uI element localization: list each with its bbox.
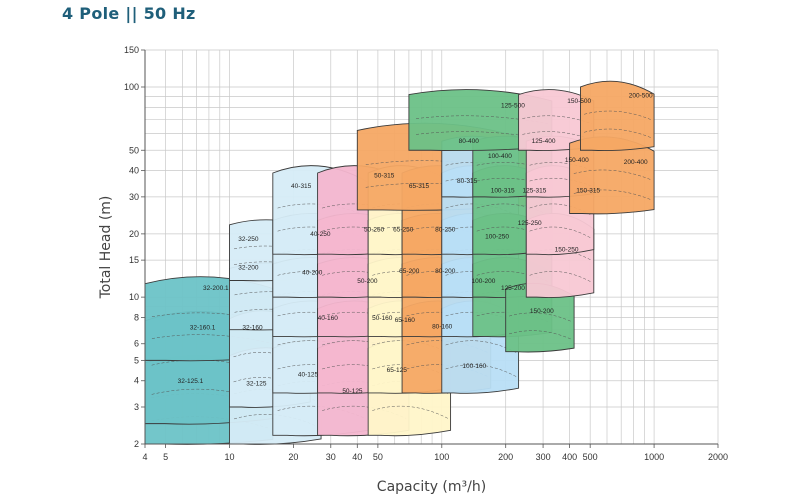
zone-label: 50-200 — [357, 278, 378, 285]
y-tick-label: 4 — [134, 376, 139, 386]
zone-label: 65-160 — [395, 317, 416, 324]
efficiency-curve — [233, 377, 308, 391]
y-tick-label: 150 — [124, 45, 139, 55]
zone-label: 150-200 — [530, 308, 554, 315]
y-tick-label: 2 — [134, 439, 139, 449]
efficiency-curve — [522, 115, 592, 124]
efficiency-curve — [233, 352, 308, 366]
y-axis-label: Total Head (m) — [98, 196, 114, 300]
y-tick-label: 15 — [129, 255, 139, 265]
zone-label: 32-200 — [238, 265, 259, 272]
zone-label: 100-315 — [491, 187, 515, 194]
y-tick-label: 20 — [129, 229, 139, 239]
zone-label: 100-160 — [462, 363, 486, 370]
zone-label: 40-125 — [298, 371, 319, 378]
x-tick-label: 200 — [498, 452, 513, 462]
zone-label: 32-125 — [246, 380, 267, 387]
x-tick-label: 300 — [536, 452, 551, 462]
zone-label: 150-315 — [576, 187, 600, 194]
zone-label: 200-400 — [624, 159, 648, 166]
zone-label: 200-500 — [629, 93, 653, 100]
zone-label: 65-125 — [387, 367, 408, 374]
zone-label: 65-315 — [409, 183, 430, 190]
y-tick-label: 6 — [134, 339, 139, 349]
efficiency-curve — [573, 169, 652, 181]
zone-label: 125-250 — [518, 220, 542, 227]
zone-label: 40-200 — [302, 270, 323, 277]
y-tick-label: 50 — [129, 145, 139, 155]
efficiency-curve — [584, 128, 652, 139]
zone-label: 65-250 — [393, 227, 414, 234]
y-tick-label: 8 — [134, 312, 139, 322]
x-tick-label: 50 — [373, 452, 383, 462]
zone-label: 100-250 — [485, 234, 509, 241]
efficiency-curve — [509, 330, 573, 340]
zone-label: 125-315 — [523, 187, 547, 194]
x-tick-label: 2000 — [708, 452, 728, 462]
zone-label: 80-315 — [457, 178, 478, 185]
chart-title: 4 Pole || 50 Hz — [62, 4, 196, 23]
zone-label: 40-250 — [310, 231, 331, 238]
zone-label: 80-250 — [435, 227, 456, 234]
zone-label: 150-500 — [567, 98, 591, 105]
y-tick-label: 100 — [124, 82, 139, 92]
x-tick-label: 20 — [288, 452, 298, 462]
zone-label: 32-125.1 — [178, 378, 204, 385]
efficiency-curve — [529, 203, 592, 216]
x-axis-label: Capacity (m³/h) — [377, 479, 486, 495]
efficiency-curve — [529, 271, 592, 283]
x-tick-label: 40 — [352, 452, 362, 462]
zone-label: 125-200 — [501, 285, 525, 292]
y-tick-label: 3 — [134, 402, 139, 412]
zone-label: 80-400 — [459, 138, 480, 145]
y-tick-label: 10 — [129, 292, 139, 302]
x-tick-label: 5 — [163, 452, 168, 462]
x-tick-label: 4 — [142, 452, 147, 462]
efficiency-curve — [573, 189, 652, 201]
zone-label: 32-160 — [242, 325, 263, 332]
y-tick-label: 5 — [134, 355, 139, 365]
zone-label: 150-400 — [565, 157, 589, 164]
zone-label: 32-160.1 — [190, 325, 216, 332]
zone-label: 50-250 — [364, 227, 385, 234]
x-tick-label: 10 — [224, 452, 234, 462]
efficiency-curve — [445, 364, 517, 377]
zone-label: 32-200.1 — [203, 285, 229, 292]
zone-label: 100-400 — [488, 153, 512, 160]
efficiency-curve — [529, 226, 592, 239]
zone-label: 40-160 — [318, 315, 339, 322]
zone-label: 40-315 — [291, 183, 312, 190]
zone-label: 125-400 — [532, 138, 556, 145]
zone-label: 50-125 — [342, 388, 363, 395]
zone-label: 65-200 — [399, 268, 420, 275]
efficiency-curve — [584, 110, 652, 121]
x-tick-label: 500 — [583, 452, 598, 462]
y-tick-label: 30 — [129, 192, 139, 202]
zone-label: 125-500 — [501, 102, 525, 109]
zone-label: 50-315 — [374, 173, 395, 180]
zone-label: 100-200 — [471, 278, 495, 285]
efficiency-curve — [372, 405, 449, 419]
x-tick-label: 100 — [434, 452, 449, 462]
x-tick-label: 30 — [326, 452, 336, 462]
y-tick-label: 40 — [129, 166, 139, 176]
zone-label: 150-250 — [555, 246, 579, 253]
zone-label: 50-160 — [372, 315, 393, 322]
zone-label: 80-200 — [435, 268, 456, 275]
efficiency-curve — [509, 312, 573, 323]
x-tick-label: 400 — [562, 452, 577, 462]
efficiency-curve — [522, 131, 592, 140]
x-tick-label: 1000 — [644, 452, 664, 462]
zone-label: 80-160 — [432, 323, 453, 330]
pump-zone — [580, 80, 655, 152]
zone-label: 32-250 — [238, 236, 259, 243]
